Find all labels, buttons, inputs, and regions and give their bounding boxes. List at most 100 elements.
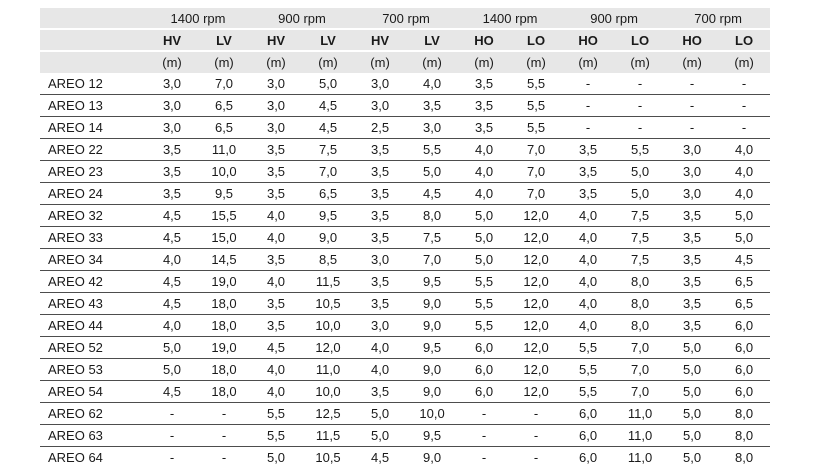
- value-cell: 3,5: [250, 249, 303, 271]
- value-cell: 5,0: [354, 403, 407, 425]
- model-name: AREO 53: [40, 359, 146, 381]
- value-cell: 6,5: [198, 95, 251, 117]
- value-cell: 9,0: [302, 227, 355, 249]
- value-cell: 4,5: [146, 381, 198, 403]
- model-name: AREO 62: [40, 403, 146, 425]
- value-cell: 10,0: [302, 381, 355, 403]
- value-cell: 3,5: [250, 183, 303, 205]
- value-cell: 2,5: [354, 117, 407, 139]
- value-cell: -: [718, 73, 771, 95]
- value-cell: 4,0: [146, 315, 198, 337]
- value-cell: 3,5: [354, 183, 407, 205]
- unit-label: (m): [614, 52, 667, 73]
- value-cell: 12,0: [510, 271, 563, 293]
- value-cell: 3,0: [146, 117, 198, 139]
- value-cell: 6,0: [562, 425, 615, 447]
- value-cell: 4,5: [146, 271, 198, 293]
- value-cell: 4,0: [562, 249, 615, 271]
- value-cell: 3,5: [354, 205, 407, 227]
- unit-label: (m): [510, 52, 563, 73]
- value-cell: 4,5: [406, 183, 459, 205]
- value-cell: 4,0: [562, 315, 615, 337]
- value-cell: 4,0: [250, 205, 303, 227]
- value-cell: 4,0: [146, 249, 198, 271]
- table-row: AREO 42 4,5 19,0 4,0 11,5 3,5 9,5 5,5 12,0 4,0 8,0…: [40, 271, 771, 293]
- value-cell: -: [458, 403, 511, 425]
- value-cell: 3,5: [666, 205, 719, 227]
- value-cell: 3,5: [354, 227, 407, 249]
- value-cell: 5,0: [250, 447, 303, 468]
- value-cell: 7,5: [406, 227, 459, 249]
- value-cell: 6,0: [458, 359, 511, 381]
- value-cell: 4,5: [302, 117, 355, 139]
- value-cell: 7,0: [614, 337, 667, 359]
- table-row: AREO 12 3,0 7,0 3,0 5,0 3,0 4,0 3,5 5,5- - - -: [40, 73, 771, 95]
- value-cell: -: [718, 117, 771, 139]
- value-cell: 15,0: [198, 227, 251, 249]
- value-cell: 3,0: [354, 249, 407, 271]
- value-cell: 5,0: [302, 73, 355, 95]
- value-cell: 9,5: [406, 337, 459, 359]
- value-cell: 8,0: [718, 447, 771, 468]
- value-cell: 12,0: [510, 249, 563, 271]
- unit-label: (m): [146, 52, 198, 73]
- value-cell: -: [458, 425, 511, 447]
- value-cell: 12,5: [302, 403, 355, 425]
- table-row: AREO 62- -5,5 12,5 5,0 10,0- -6,0 11,0 5,0 8,0: [40, 403, 771, 425]
- value-cell: -: [562, 117, 615, 139]
- value-cell: 6,0: [718, 337, 771, 359]
- value-cell: 3,5: [354, 381, 407, 403]
- value-cell: 11,0: [614, 425, 667, 447]
- value-cell: 4,0: [250, 271, 303, 293]
- value-cell: 8,0: [718, 403, 771, 425]
- value-cell: 4,0: [718, 161, 771, 183]
- value-cell: 3,5: [458, 95, 511, 117]
- value-cell: 3,0: [354, 315, 407, 337]
- value-cell: 4,0: [250, 381, 303, 403]
- value-cell: 10,0: [406, 403, 459, 425]
- value-cell: 12,0: [510, 381, 563, 403]
- value-cell: 6,5: [198, 117, 251, 139]
- value-cell: 8,0: [614, 293, 667, 315]
- value-cell: 5,0: [458, 205, 511, 227]
- value-cell: 4,0: [250, 227, 303, 249]
- value-cell: 3,5: [354, 293, 407, 315]
- value-cell: 6,5: [718, 271, 771, 293]
- value-cell: 4,5: [146, 293, 198, 315]
- value-cell: 3,0: [250, 95, 303, 117]
- model-name: AREO 23: [40, 161, 146, 183]
- value-cell: -: [198, 447, 251, 468]
- value-cell: 5,5: [614, 139, 667, 161]
- value-cell: -: [718, 95, 771, 117]
- model-name: AREO 52: [40, 337, 146, 359]
- value-cell: 7,5: [614, 205, 667, 227]
- value-cell: 3,0: [666, 161, 719, 183]
- value-cell: -: [510, 425, 563, 447]
- value-cell: 5,0: [614, 183, 667, 205]
- value-cell: 3,0: [666, 183, 719, 205]
- table-row: AREO 44 4,0 18,0 3,5 10,0 3,0 9,0 5,5 12,0 4,0 8,0…: [40, 315, 771, 337]
- subcolumn-label: LO: [510, 30, 563, 52]
- value-cell: 12,0: [510, 359, 563, 381]
- value-cell: 8,0: [718, 425, 771, 447]
- value-cell: 4,5: [146, 205, 198, 227]
- value-cell: -: [510, 403, 563, 425]
- rpm-group-label: 900 rpm: [250, 8, 355, 30]
- value-cell: 5,5: [562, 337, 615, 359]
- model-name: AREO 43: [40, 293, 146, 315]
- value-cell: 5,5: [406, 139, 459, 161]
- value-cell: 5,5: [562, 359, 615, 381]
- value-cell: 7,0: [510, 139, 563, 161]
- value-cell: 6,5: [302, 183, 355, 205]
- value-cell: 10,0: [302, 315, 355, 337]
- value-cell: 4,5: [354, 447, 407, 468]
- rpm-group-header-row: 1400 rpm 900 rpm 700 rpm 1400 rpm 900 rpm 700…: [40, 8, 771, 30]
- table-row: AREO 14 3,0 6,5 3,0 4,5 2,5 3,0 3,5 5,5- - - -: [40, 117, 771, 139]
- value-cell: 5,5: [562, 381, 615, 403]
- value-cell: 18,0: [198, 359, 251, 381]
- value-cell: 5,0: [666, 359, 719, 381]
- unit-label: (m): [198, 52, 251, 73]
- value-cell: 3,5: [666, 227, 719, 249]
- unit-header-row: (m) (m) (m) (m) (m) (m) (m) (m) (m) (m) (m) (m): [40, 52, 771, 73]
